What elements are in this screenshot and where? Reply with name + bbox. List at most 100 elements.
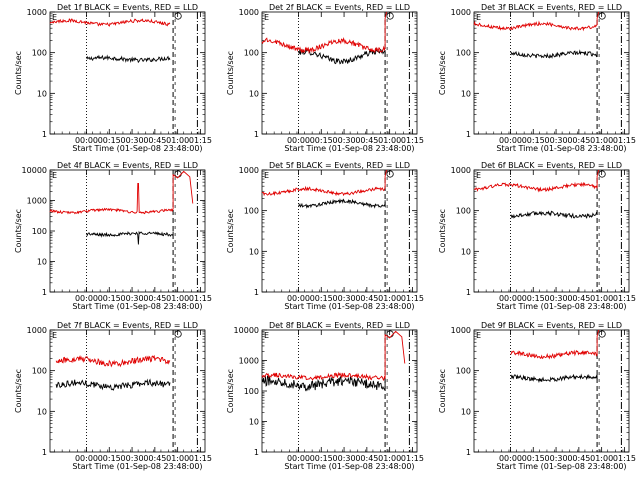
y-tick-label: 10 xyxy=(249,247,259,256)
chart-panel-1: Det 1f BLACK = Events, RED = LLD 1 10 100 10… xyxy=(14,3,212,153)
corner-glyph: E xyxy=(52,331,57,340)
x-tick-label: 00:45 xyxy=(567,454,590,463)
chart-title: Det 8f BLACK = Events, RED = LLD xyxy=(269,321,410,330)
events-series-line xyxy=(510,210,598,219)
chart-panel-9: Det 9f BLACK = Events, RED = LLD 1 10 100 10… xyxy=(438,321,636,471)
x-tick-label: 01:00 xyxy=(590,136,613,145)
x-tick-label: 01:15 xyxy=(401,136,424,145)
x-tick-label: 00:00 xyxy=(287,136,310,145)
x-tick-label: 00:30 xyxy=(121,294,144,303)
y-tick-label: 100 xyxy=(32,367,47,376)
x-tick-label: 01:15 xyxy=(189,136,212,145)
lld-series-line xyxy=(49,18,171,27)
chart-panel-2: Det 2f BLACK = Events, RED = LLD 1 10 100 10… xyxy=(226,3,424,153)
lld-series-line xyxy=(261,169,388,197)
chart-title: Det 7f BLACK = Events, RED = LLD xyxy=(57,321,198,330)
y-tick-label: 1000 xyxy=(239,166,259,175)
lld-series-line xyxy=(261,330,406,382)
x-axis-label: Start Time (01-Sep-08 23:48:00) xyxy=(284,302,414,311)
x-tick-label: 00:45 xyxy=(567,136,590,145)
x-tick-label: 00:15 xyxy=(98,454,121,463)
y-tick-label: 100 xyxy=(244,49,259,58)
x-tick-label: 00:30 xyxy=(333,294,356,303)
events-series-line xyxy=(510,49,598,59)
chart-panel-4: Det 4f BLACK = Events, RED = LLD 1 10 100 10… xyxy=(14,161,212,311)
x-axis-label: Start Time (01-Sep-08 23:48:00) xyxy=(496,144,626,153)
y-tick-label: 1000 xyxy=(27,326,47,335)
x-axis-label: Start Time (01-Sep-08 23:48:00) xyxy=(284,462,414,471)
x-axis-label: Start Time (01-Sep-08 23:48:00) xyxy=(72,462,202,471)
x-tick-label: 00:00 xyxy=(75,136,98,145)
x-tick-label: 01:15 xyxy=(613,136,636,145)
y-tick-label: 1000 xyxy=(451,166,471,175)
y-tick-label: 1000 xyxy=(27,197,47,206)
plot-frame xyxy=(473,169,630,293)
y-tick-label: 10 xyxy=(37,89,47,98)
x-tick-label: 01:15 xyxy=(401,454,424,463)
y-tick-label: 10 xyxy=(37,407,47,416)
chart-title: Det 4f BLACK = Events, RED = LLD xyxy=(57,161,198,170)
lld-series-line xyxy=(55,354,171,368)
chart-panel-3: Det 3f BLACK = Events, RED = LLD 1 10 100 10… xyxy=(438,3,636,153)
lld-series-line xyxy=(510,329,600,360)
x-tick-label: 00:15 xyxy=(310,294,333,303)
marker-glyph xyxy=(598,12,606,20)
chart-panel-6: Det 6f BLACK = Events, RED = LLD 1 10 100 10… xyxy=(438,161,636,311)
chart-title: Det 9f BLACK = Events, RED = LLD xyxy=(481,321,622,330)
x-axis-label: Start Time (01-Sep-08 23:48:00) xyxy=(72,144,202,153)
x-tick-label: 00:15 xyxy=(522,454,545,463)
y-tick-label: 100 xyxy=(32,49,47,58)
corner-glyph: E xyxy=(264,331,269,340)
corner-glyph: E xyxy=(52,171,57,180)
chart-title: Det 5f BLACK = Events, RED = LLD xyxy=(269,161,410,170)
events-series-line xyxy=(261,375,386,392)
x-tick-label: 00:30 xyxy=(333,136,356,145)
x-tick-label: 00:15 xyxy=(522,294,545,303)
x-axis-label: Start Time (01-Sep-08 23:48:00) xyxy=(72,302,202,311)
y-tick-label: 100 xyxy=(32,227,47,236)
y-tick-label: 10 xyxy=(461,89,471,98)
x-tick-label: 01:00 xyxy=(166,294,189,303)
x-tick-label: 01:00 xyxy=(590,454,613,463)
x-tick-label: 00:30 xyxy=(545,454,568,463)
y-axis-label: Counts/sec xyxy=(226,51,235,95)
x-tick-label: 00:15 xyxy=(310,136,333,145)
y-tick-label: 1 xyxy=(466,288,471,297)
x-tick-label: 00:15 xyxy=(310,454,333,463)
y-tick-label: 10 xyxy=(461,247,471,256)
x-tick-label: 00:45 xyxy=(355,136,378,145)
lld-series-line xyxy=(473,11,600,32)
y-tick-label: 1 xyxy=(466,448,471,457)
x-tick-label: 00:15 xyxy=(98,294,121,303)
events-series-line xyxy=(86,54,171,64)
y-tick-label: 10000 xyxy=(234,326,259,335)
plot-frame xyxy=(261,169,418,293)
chart-title: Det 1f BLACK = Events, RED = LLD xyxy=(57,3,198,12)
x-tick-label: 01:00 xyxy=(590,294,613,303)
y-tick-label: 10 xyxy=(37,258,47,267)
x-tick-label: 00:00 xyxy=(287,454,310,463)
y-tick-label: 1000 xyxy=(27,8,47,17)
y-axis-label: Counts/sec xyxy=(14,209,23,253)
y-axis-label: Counts/sec xyxy=(438,209,447,253)
x-tick-label: 00:45 xyxy=(355,454,378,463)
plot-frame xyxy=(261,11,418,135)
y-tick-label: 10000 xyxy=(22,166,47,175)
x-tick-label: 00:45 xyxy=(143,454,166,463)
x-tick-label: 01:00 xyxy=(166,136,189,145)
y-axis-label: Counts/sec xyxy=(226,209,235,253)
x-axis-label: Start Time (01-Sep-08 23:48:00) xyxy=(496,302,626,311)
x-tick-label: 00:00 xyxy=(499,294,522,303)
y-tick-label: 1 xyxy=(42,288,47,297)
chart-panel-7: Det 7f BLACK = Events, RED = LLD 1 10 100 10… xyxy=(14,321,212,471)
marker-glyph xyxy=(598,330,606,338)
x-tick-label: 00:30 xyxy=(545,136,568,145)
events-series-line xyxy=(298,198,386,209)
y-axis-label: Counts/sec xyxy=(438,369,447,413)
chart-title: Det 6f BLACK = Events, RED = LLD xyxy=(481,161,622,170)
x-tick-label: 00:00 xyxy=(287,294,310,303)
chart-panel-5: Det 5f BLACK = Events, RED = LLD 1 10 100 10… xyxy=(226,161,424,311)
x-tick-label: 00:30 xyxy=(545,294,568,303)
events-series-line xyxy=(510,373,598,384)
x-tick-label: 01:00 xyxy=(378,136,401,145)
